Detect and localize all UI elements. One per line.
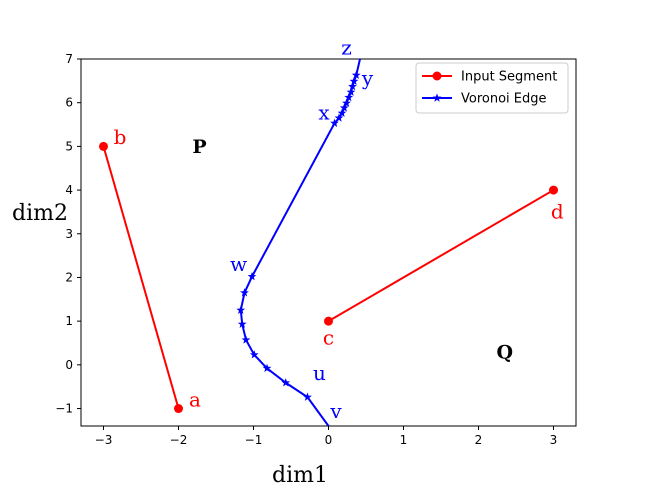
- legend-label-input-segment: Input Segment: [461, 70, 557, 85]
- region-label-p: P: [192, 136, 206, 158]
- voronoi-edge-star: [236, 305, 246, 314]
- y-tick-label: −1: [55, 402, 73, 416]
- voronoi-edge-star: [334, 113, 344, 122]
- point-label-v: v: [329, 399, 342, 423]
- voronoi-edge-star: [330, 118, 339, 127]
- voronoi-edge-star: [351, 70, 361, 79]
- input-segment-line: [327, 189, 555, 323]
- voronoi-edge-star: [240, 288, 249, 297]
- y-tick-label: 7: [65, 52, 73, 66]
- y-axis-title: dim2: [12, 201, 68, 226]
- legend-label-voronoi-edge: Voronoi Edge: [461, 92, 547, 107]
- voronoi-edge-star: [247, 271, 257, 281]
- legend-box: [415, 62, 569, 114]
- voronoi-edge-star: [241, 335, 251, 344]
- voronoi-edge-star: [303, 392, 312, 401]
- point-label-x: x: [318, 100, 330, 124]
- y-tick-label: 6: [65, 96, 73, 110]
- y-tick-label: 3: [65, 227, 73, 241]
- input-segment-line: [102, 146, 180, 409]
- x-tick-label: 1: [400, 433, 408, 447]
- x-tick-label: −3: [95, 433, 113, 447]
- y-tick-label: 2: [65, 270, 73, 284]
- y-tick-label: 5: [65, 139, 73, 153]
- input-segment-point: [549, 185, 558, 195]
- legend-marker-input-segment: [432, 71, 442, 81]
- point-label-c: c: [323, 325, 334, 349]
- voronoi-edge-star: [249, 350, 259, 359]
- input-segment-point: [324, 316, 333, 326]
- region-label-q: Q: [496, 341, 513, 363]
- voronoi-edge-star: [349, 76, 359, 85]
- legend-marker-voronoi-edge: [432, 93, 442, 102]
- legend: Input Segment Voronoi Edge: [415, 62, 569, 114]
- x-tick-label: −1: [245, 433, 263, 447]
- point-label-y: y: [361, 66, 374, 90]
- point-label-w: w: [230, 252, 247, 276]
- voronoi-edge-star: [262, 363, 272, 373]
- voronoi-edge-star: [348, 81, 357, 91]
- x-axis-title: dim1: [272, 463, 328, 488]
- x-tick-label: 3: [550, 433, 558, 447]
- point-label-b: b: [114, 125, 127, 149]
- voronoi-edge-star: [339, 103, 349, 112]
- voronoi-edge-star: [346, 87, 356, 96]
- point-label-a: a: [189, 387, 201, 411]
- point-label-u: u: [313, 361, 326, 385]
- y-tick-label: 4: [65, 183, 73, 197]
- input-segment-point: [99, 141, 108, 151]
- voronoi-edge-star: [237, 319, 247, 328]
- y-tick-label: 0: [65, 358, 73, 372]
- voronoi-edge-star: [342, 98, 351, 107]
- point-label-d: d: [551, 199, 564, 223]
- voronoi-edge-star: [337, 108, 347, 117]
- x-tick-label: −2: [170, 433, 188, 447]
- input-segment-point: [174, 404, 183, 414]
- y-tick-label: 1: [65, 314, 73, 328]
- voronoi-edge-star: [281, 378, 291, 387]
- point-label-z: z: [341, 36, 352, 60]
- voronoi-edge-star: [344, 92, 354, 102]
- x-tick-label: 2: [475, 433, 483, 447]
- x-tick-label: 0: [325, 433, 333, 447]
